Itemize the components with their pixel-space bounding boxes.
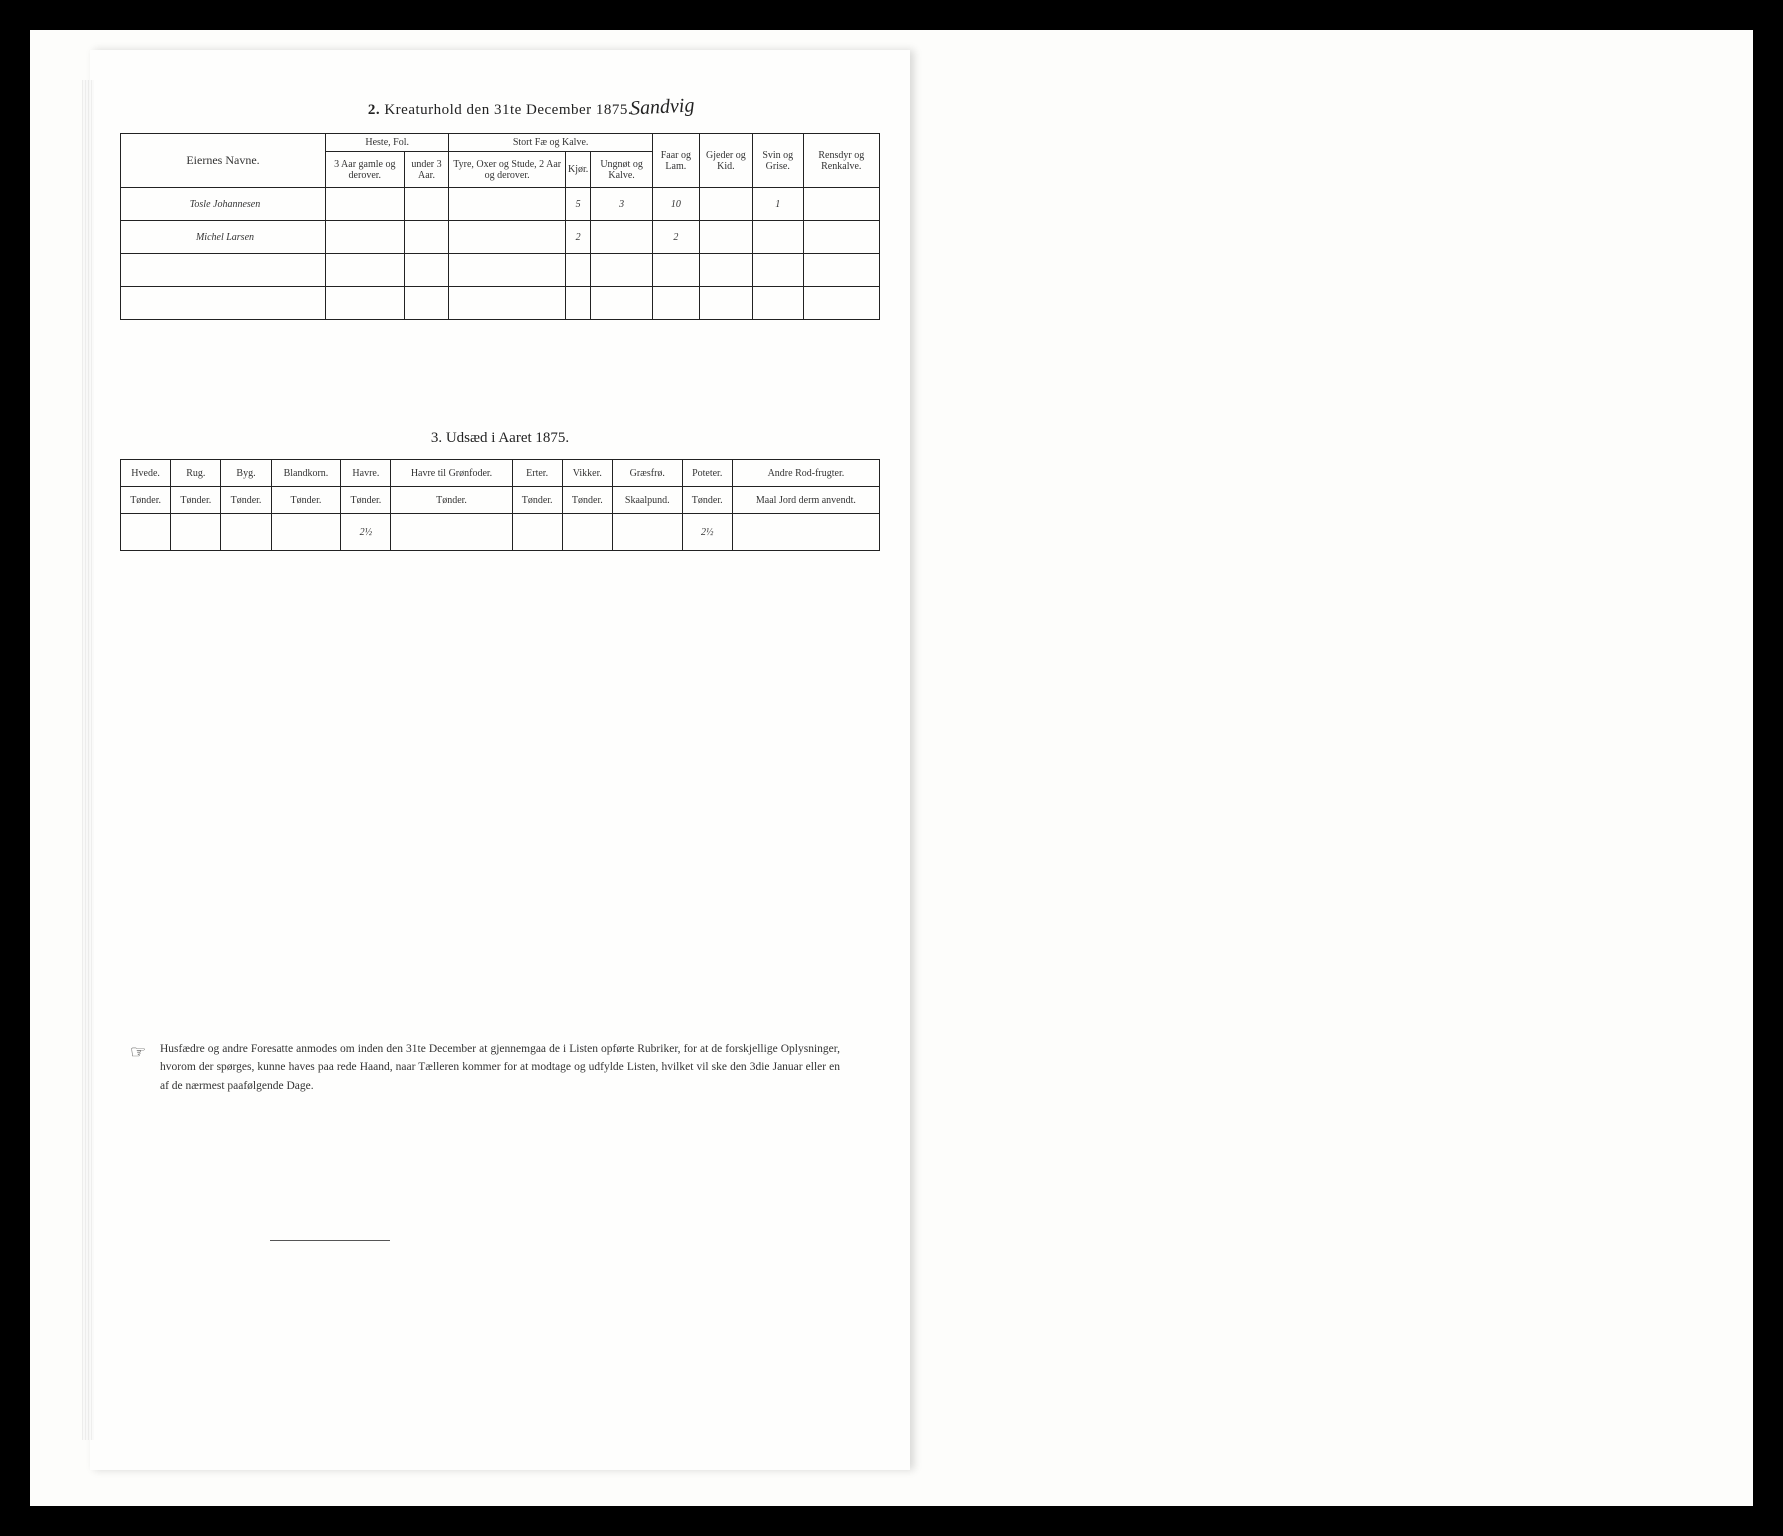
- cell: 2: [652, 221, 699, 254]
- cell: [803, 221, 879, 254]
- col-pigs: Svin og Grise.: [752, 134, 803, 188]
- cell: [404, 221, 449, 254]
- cell: [121, 514, 171, 551]
- cell: 2: [565, 221, 590, 254]
- col-oats-green: Havre til Grønfoder.: [391, 460, 512, 487]
- unit: Tønder.: [512, 487, 562, 514]
- table-row: [121, 254, 880, 287]
- cell: [404, 188, 449, 221]
- cell: [326, 188, 405, 221]
- seeding-table: Hvede. Rug. Byg. Blandkorn. Havre. Havre…: [120, 459, 880, 551]
- cell: [699, 188, 752, 221]
- handwritten-annotation: Sandvig: [629, 94, 695, 120]
- col-oats: Havre.: [341, 460, 391, 487]
- page-edge-stack: [82, 80, 94, 1440]
- section-3-text: Udsæd i Aaret 1875.: [446, 430, 569, 446]
- unit: Tønder.: [341, 487, 391, 514]
- pointer-icon: ☞: [130, 1042, 146, 1063]
- col-other-root: Andre Rod-frugter.: [732, 460, 879, 487]
- section-2-number: 2.: [368, 102, 380, 118]
- colgrp-cattle: Stort Fæ og Kalve.: [449, 134, 653, 152]
- colgrp-horses: Heste, Fol.: [326, 134, 449, 152]
- cell: [803, 188, 879, 221]
- unit: Tønder.: [121, 487, 171, 514]
- cell: [562, 514, 612, 551]
- sub-horse-3plus: 3 Aar gamle og derover.: [326, 152, 405, 188]
- cell: 2½: [682, 514, 732, 551]
- section-2-title: 2. Kreaturhold den 31te December 1875.: [90, 102, 910, 119]
- unit: Tønder.: [391, 487, 512, 514]
- cell: [732, 514, 879, 551]
- col-wheat: Hvede.: [121, 460, 171, 487]
- cell: 1: [752, 188, 803, 221]
- section-3-number: 3.: [431, 430, 442, 446]
- table-row: Tosle Johannesen 5 3 10 1: [121, 188, 880, 221]
- cell: [171, 514, 221, 551]
- table-row: Michel Larsen 2 2: [121, 221, 880, 254]
- col-vetches: Vikker.: [562, 460, 612, 487]
- col-reindeer: Rensdyr og Renkalve.: [803, 134, 879, 188]
- sub-horse-under3: under 3 Aar.: [404, 152, 449, 188]
- unit: Tønder.: [171, 487, 221, 514]
- col-rye: Rug.: [171, 460, 221, 487]
- cell: 10: [652, 188, 699, 221]
- livestock-table: Eiernes Navne. Heste, Fol. Stort Fæ og K…: [120, 133, 880, 320]
- cell: [699, 221, 752, 254]
- unit: Tønder.: [271, 487, 341, 514]
- cell: [326, 221, 405, 254]
- instructions-note: Husfædre og andre Foresatte anmodes om i…: [160, 1040, 840, 1095]
- unit: Tønder.: [562, 487, 612, 514]
- sub-cattle-cows: Kjør.: [565, 152, 590, 188]
- col-grass-seed: Græsfrø.: [612, 460, 682, 487]
- col-peas: Erter.: [512, 460, 562, 487]
- col-owner-name: Eiernes Navne.: [121, 134, 326, 188]
- unit: Tønder.: [682, 487, 732, 514]
- col-barley: Byg.: [221, 460, 271, 487]
- scan-background: Sandvig 2. Kreaturhold den 31te December…: [30, 30, 1753, 1506]
- cell: [221, 514, 271, 551]
- cell: [512, 514, 562, 551]
- col-goats: Gjeder og Kid.: [699, 134, 752, 188]
- section-2-text: Kreaturhold den 31te December 1875.: [384, 102, 632, 118]
- document-page: Sandvig 2. Kreaturhold den 31te December…: [90, 50, 910, 1470]
- sub-cattle-young: Ungnøt og Kalve.: [591, 152, 653, 188]
- unit: Tønder.: [221, 487, 271, 514]
- cell: [591, 221, 653, 254]
- table-row: [121, 287, 880, 320]
- sub-cattle-bulls: Tyre, Oxer og Stude, 2 Aar og derover.: [449, 152, 566, 188]
- cell: [449, 188, 566, 221]
- col-sheep: Faar og Lam.: [652, 134, 699, 188]
- unit: Maal Jord derm anvendt.: [732, 487, 879, 514]
- horizontal-rule: [270, 1240, 390, 1241]
- table-row: 2½ 2½: [121, 514, 880, 551]
- section-3-title: 3. Udsæd i Aaret 1875.: [90, 430, 910, 447]
- col-potatoes: Poteter.: [682, 460, 732, 487]
- owner-name: Tosle Johannesen: [121, 188, 326, 221]
- cell: [612, 514, 682, 551]
- cell: [752, 221, 803, 254]
- owner-name: Michel Larsen: [121, 221, 326, 254]
- unit: Skaalpund.: [612, 487, 682, 514]
- cell: [271, 514, 341, 551]
- cell: 5: [565, 188, 590, 221]
- cell: 3: [591, 188, 653, 221]
- cell: [449, 221, 566, 254]
- col-mixed: Blandkorn.: [271, 460, 341, 487]
- cell: 2½: [341, 514, 391, 551]
- cell: [391, 514, 512, 551]
